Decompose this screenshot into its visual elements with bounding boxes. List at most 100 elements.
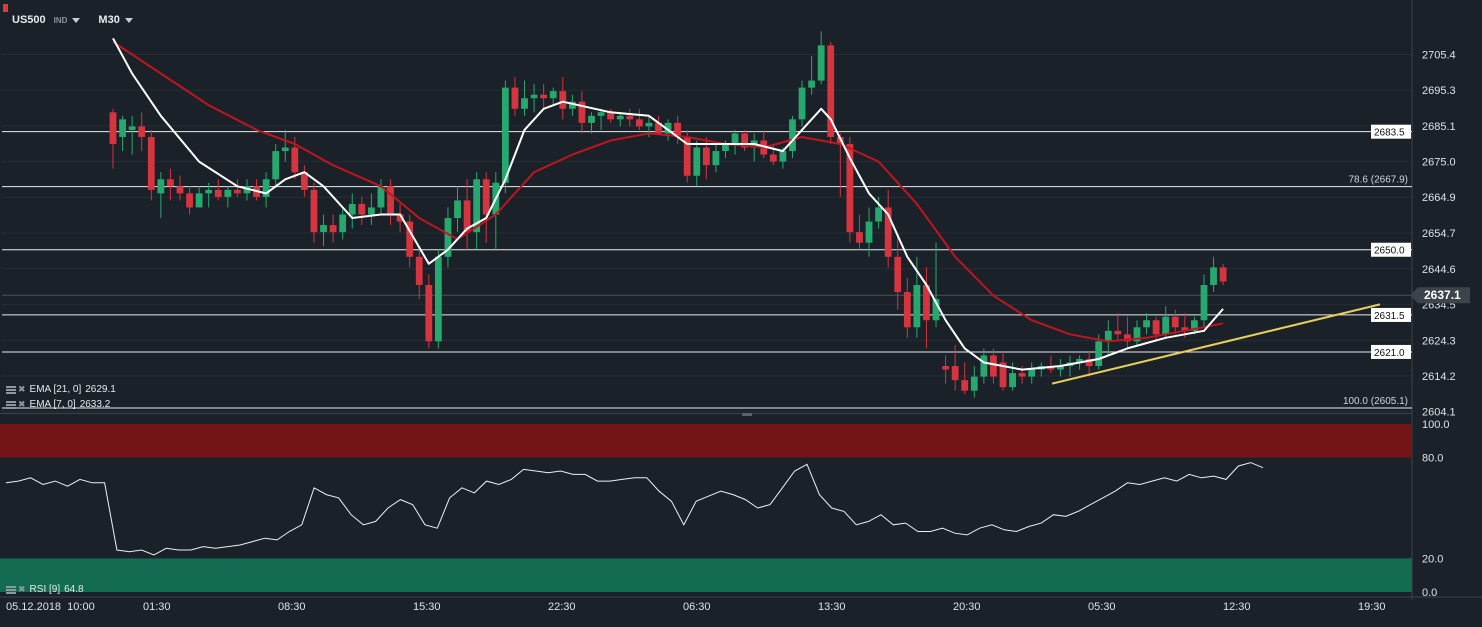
bull-candle: [970, 376, 978, 391]
time-tick-label: 01:30: [143, 601, 171, 613]
symbol-dropdown-icon[interactable]: [72, 17, 81, 23]
remove-icon[interactable]: ✖: [18, 584, 26, 594]
time-tick-label: 08:30: [278, 601, 306, 613]
bear-candle: [214, 189, 222, 197]
bull-candle: [1162, 316, 1170, 335]
bear-candle: [626, 115, 634, 120]
bull-candle: [1009, 373, 1016, 388]
bear-candle: [846, 144, 854, 233]
bear-candle: [578, 101, 586, 123]
bear-candle: [635, 119, 643, 127]
time-tick-label: 06:30: [683, 601, 711, 613]
bull-candle: [932, 299, 940, 321]
bear-candle: [923, 284, 930, 321]
bear-candle: [176, 186, 184, 194]
rsi-line: [5, 462, 1264, 556]
current-price-marker: [1410, 287, 1470, 304]
level-label: 2621.0: [1374, 348, 1405, 359]
settings-icon[interactable]: [6, 400, 16, 409]
bull-candle: [119, 119, 126, 137]
rsi-oversold-zone: [0, 558, 1412, 592]
bull-candle: [549, 91, 557, 99]
bear-candle: [942, 366, 949, 370]
bull-candle: [798, 87, 806, 120]
bull-candle: [913, 284, 921, 328]
ema21-legend[interactable]: ✖ EMA [21, 0] 2629.1: [6, 384, 116, 395]
bear-candle: [358, 203, 366, 215]
bull-candle: [875, 207, 882, 222]
bull-candle: [1133, 327, 1141, 342]
ema7-line: [112, 37, 1224, 371]
level-label-box: [1371, 307, 1411, 322]
level-label: 2650.0: [1374, 246, 1405, 257]
remove-icon[interactable]: ✖: [18, 399, 26, 409]
bull-candle: [1143, 320, 1150, 328]
timeframe-selector[interactable]: M30: [98, 14, 120, 26]
bear-candle: [1124, 334, 1131, 342]
bear-candle: [1152, 320, 1160, 335]
bear-candle: [999, 362, 1007, 388]
bear-candle: [683, 136, 691, 176]
bear-candle: [903, 292, 911, 328]
ema7-legend[interactable]: ✖ EMA [7, 0] 2633.2: [6, 399, 110, 410]
bull-candle: [367, 207, 375, 215]
fib-level-label: 78.6 (2667.9): [1349, 175, 1409, 186]
bull-candle: [339, 214, 347, 233]
time-tick-label: 20:30: [953, 601, 981, 613]
bear-candle: [559, 91, 567, 109]
pane-divider: [0, 413, 1412, 414]
rsi-overbought-zone: [0, 424, 1412, 458]
bull-candle: [205, 189, 213, 194]
rsi-tick-label: 80.0: [1422, 453, 1443, 465]
bull-candle: [1076, 358, 1083, 363]
ema21-label: EMA [21, 0]: [29, 384, 82, 395]
remove-icon[interactable]: ✖: [18, 384, 26, 394]
bull-candle: [128, 126, 136, 130]
symbol-label[interactable]: US500: [12, 14, 46, 26]
bear-candle: [884, 207, 892, 257]
rsi-legend[interactable]: ✖ RSI [9] 64.8: [6, 584, 84, 595]
rsi-value: 64.8: [64, 584, 84, 595]
bull-candle: [262, 179, 270, 197]
price-tick-label: 2695.3: [1422, 85, 1456, 97]
symbol-flag-icon: [3, 4, 8, 12]
bear-candle: [961, 380, 969, 391]
ema21-line: [112, 40, 1224, 343]
price-tick-label: 2705.4: [1422, 50, 1456, 62]
instrument-type-label: IND: [53, 15, 68, 25]
level-label-box: [1371, 242, 1411, 257]
settings-icon[interactable]: [6, 585, 16, 594]
time-tick-label: 12:30: [1223, 601, 1251, 613]
settings-icon[interactable]: [6, 385, 16, 394]
time-tick-label: 05.12.2018 10:00: [6, 601, 95, 613]
price-tick-label: 2654.7: [1422, 228, 1456, 240]
bull-candle: [1095, 341, 1103, 367]
bear-candle: [1181, 327, 1189, 331]
bull-candle: [597, 112, 605, 116]
bull-candle: [243, 186, 251, 194]
bull-candle: [722, 144, 729, 152]
bull-candle: [454, 200, 461, 219]
bear-candle: [990, 355, 997, 377]
bull-candle: [530, 94, 538, 99]
bear-candle: [769, 154, 777, 162]
bull-candle: [817, 45, 825, 81]
bear-candle: [186, 193, 193, 208]
bull-candle: [444, 218, 452, 257]
rsi-tick-label: 0.0: [1422, 587, 1437, 599]
chart-header: US500 IND M30: [0, 10, 133, 30]
bear-candle: [291, 147, 299, 173]
bear-candle: [387, 186, 394, 215]
bear-candle: [167, 179, 174, 187]
bull-candle: [1028, 369, 1036, 377]
time-tick-label: 13:30: [818, 601, 846, 613]
bear-candle: [301, 172, 308, 190]
bear-candle: [674, 122, 682, 137]
bull-candle: [501, 87, 509, 183]
price-tick-label: 2675.0: [1422, 157, 1456, 169]
bear-candle: [1219, 267, 1227, 282]
bear-candle: [607, 112, 615, 120]
timeframe-dropdown-icon[interactable]: [124, 17, 133, 23]
